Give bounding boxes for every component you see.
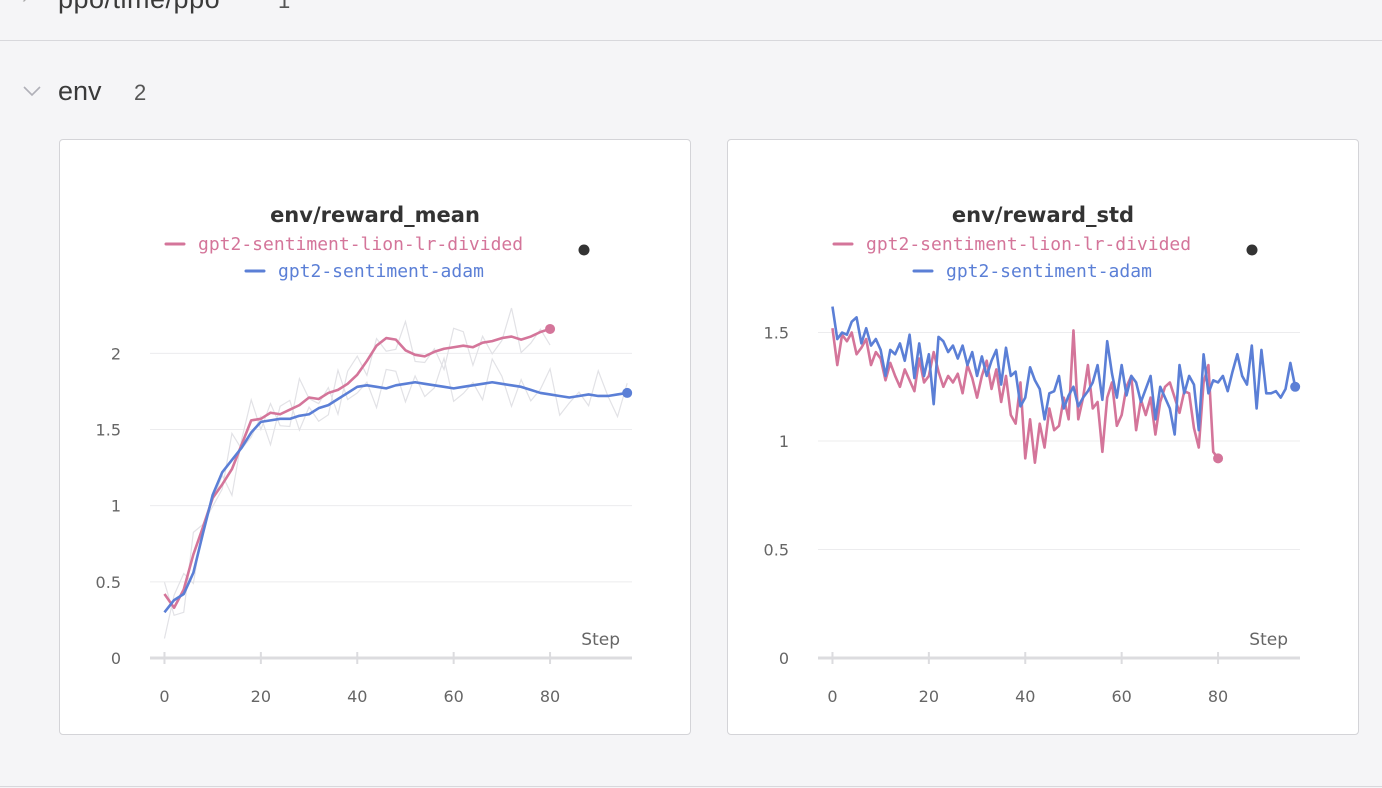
x-tick-label: 40 [347,687,367,706]
chart-title: env/reward_mean [270,203,480,227]
x-tick-label: 20 [919,687,939,706]
chevron-right-icon[interactable]: › [22,0,29,9]
chevron-down-icon[interactable] [22,84,42,98]
x-tick-label: 20 [251,687,271,706]
section-title: env [58,76,102,106]
x-tick-label: 80 [1208,687,1228,706]
top-section-ppo-time[interactable]: › ppo/time/ppo 1 [0,0,1382,41]
series-line-lion [163,327,551,610]
y-tick-label: 1 [111,497,121,516]
x-axis-label: Step [581,630,620,650]
y-tick-label: 1 [779,432,789,451]
legend-highlight-dot-icon [1246,244,1258,256]
series-end-point [545,323,556,334]
chart-reward-std[interactable]: env/reward_std gpt2-sentiment-lion-lr-div… [728,140,1358,734]
y-tick-label: 1.5 [96,420,121,439]
chart-title: env/reward_std [952,203,1134,227]
series-end-point [622,387,633,398]
legend-highlight-dot-icon [578,244,590,256]
chart-panel-reward-mean[interactable]: env/reward_mean gpt2-sentiment-lion-lr-di… [59,139,691,735]
x-tick-label: 0 [159,687,169,706]
series-line-adam [831,306,1297,436]
legend-entry: gpt2-sentiment-adam [946,261,1152,282]
legend-entry: gpt2-sentiment-lion-lr-divided [198,234,523,255]
series-line-lion [831,328,1220,465]
legend-entry: gpt2-sentiment-adam [278,261,484,282]
x-tick-label: 60 [443,687,463,706]
series-line-adam [163,380,628,614]
chart-panel-reward-std[interactable]: env/reward_std gpt2-sentiment-lion-lr-div… [727,139,1359,735]
y-tick-label: 1.5 [764,324,789,343]
y-tick-label: 0.5 [96,573,121,592]
y-tick-label: 0 [779,649,789,668]
x-axis-label: Step [1249,630,1288,650]
section-count: 2 [134,80,147,105]
y-tick-label: 2 [111,344,121,363]
chart-reward-mean[interactable]: env/reward_mean gpt2-sentiment-lion-lr-di… [60,140,690,734]
legend-entry: gpt2-sentiment-lion-lr-divided [866,234,1191,255]
x-tick-label: 80 [540,687,560,706]
divider [0,786,1382,787]
section-count: 1 [278,0,291,13]
y-tick-label: 0.5 [764,541,789,560]
section-header-env[interactable]: env 2 [0,70,400,120]
y-tick-label: 0 [111,649,121,668]
x-tick-label: 60 [1111,687,1131,706]
series-raw-line [163,307,551,617]
section-title: ppo/time/ppo [58,0,220,15]
x-tick-label: 0 [827,687,837,706]
series-end-point [1213,453,1224,464]
series-raw-line [163,356,628,639]
x-tick-label: 40 [1015,687,1035,706]
series-end-point [1290,381,1301,392]
